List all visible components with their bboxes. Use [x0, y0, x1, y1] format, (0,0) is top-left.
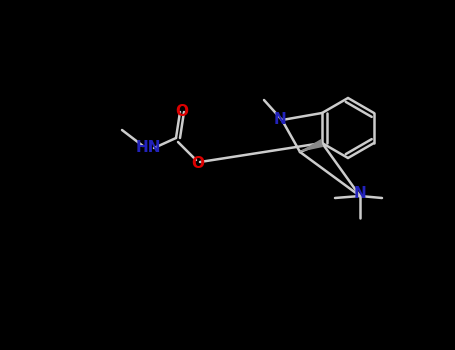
Polygon shape	[299, 139, 323, 152]
Text: O: O	[176, 105, 188, 119]
Text: O: O	[192, 156, 204, 172]
Text: N: N	[273, 112, 286, 127]
Text: N: N	[354, 187, 366, 202]
Text: HN: HN	[135, 140, 161, 155]
